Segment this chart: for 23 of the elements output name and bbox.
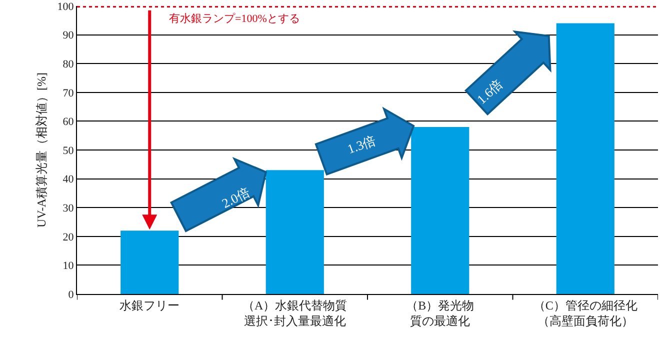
- y-tick-label: 40: [62, 174, 74, 186]
- bar: [556, 23, 614, 294]
- y-tick-label: 90: [62, 30, 74, 42]
- y-tick-label: 20: [62, 231, 74, 244]
- x-tick-label: （A）水銀代替物質選択･封入量最適化: [242, 298, 348, 328]
- y-tick-label: 80: [62, 58, 74, 70]
- y-tick-label: 0: [68, 288, 74, 301]
- y-tick-label: 10: [62, 260, 74, 272]
- x-tick-label: （C）管径の細径化（高壁面負荷化）: [533, 298, 638, 328]
- annotation: 2.0倍: [219, 184, 252, 211]
- annotation: 1.3倍: [345, 132, 378, 157]
- y-tick-label: 100: [57, 0, 74, 13]
- y-tick-label: 50: [62, 144, 74, 157]
- y-axis-title: UV-A積算光量（相対値）[%]: [34, 72, 49, 228]
- bar: [120, 230, 179, 294]
- annotation: 1.6倍: [474, 76, 506, 107]
- y-tick-label: 70: [62, 87, 74, 100]
- x-tick-label: 水銀フリー: [120, 298, 180, 312]
- x-tick-label: （B）発光物質の最適化: [406, 298, 474, 328]
- y-tick-label: 30: [62, 202, 74, 214]
- bar: [411, 126, 470, 294]
- ref-line-label: 有水銀ランプ=100%とする: [169, 12, 300, 25]
- y-tick-label: 60: [62, 116, 74, 128]
